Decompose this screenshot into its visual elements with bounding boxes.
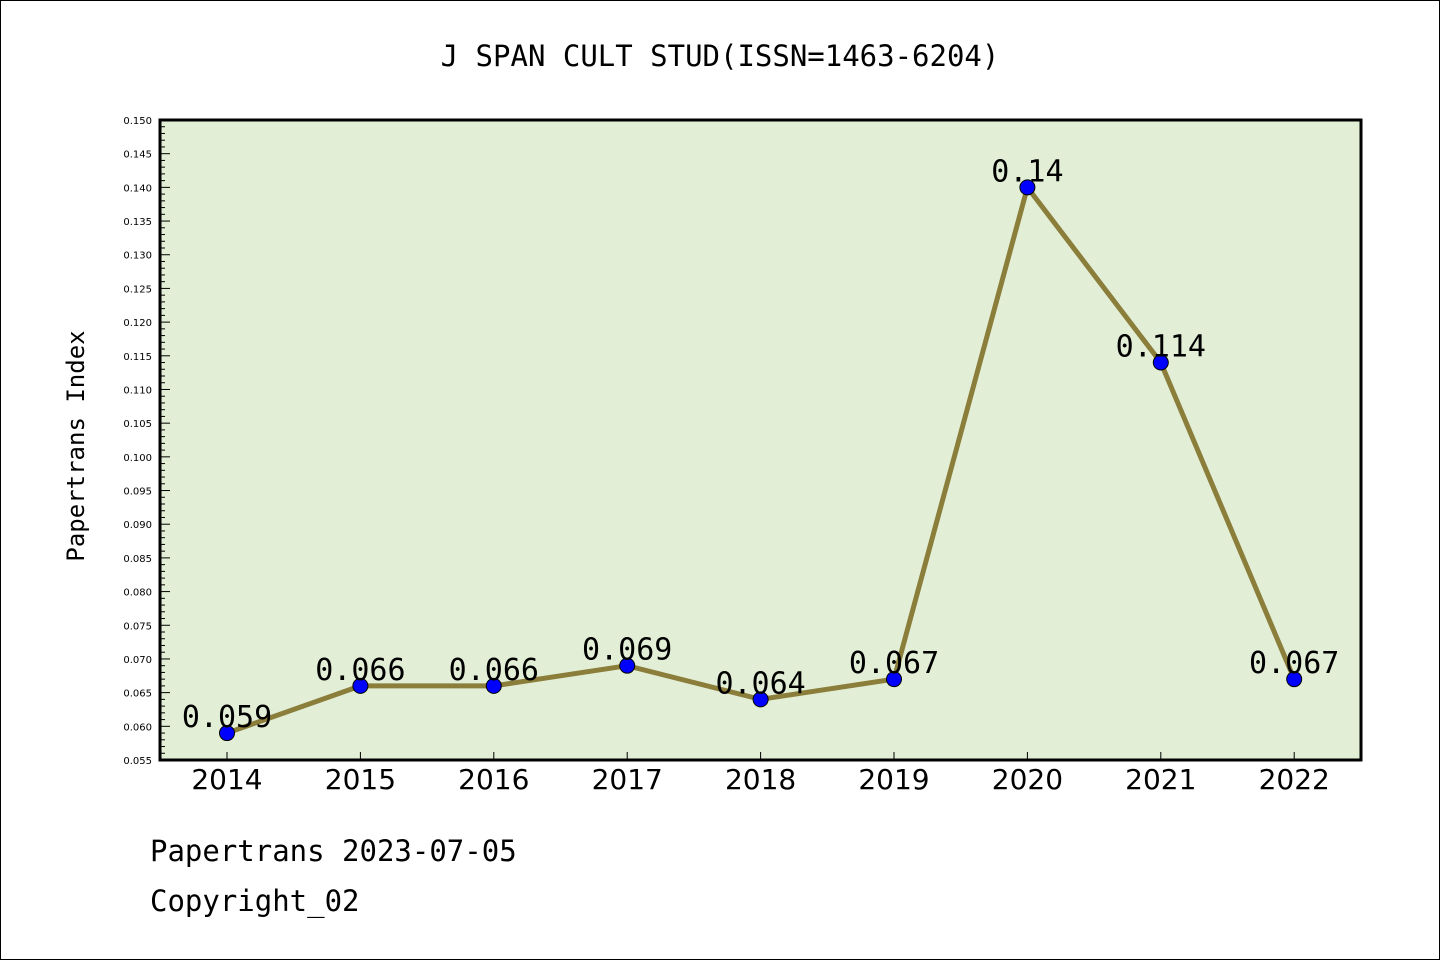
- data-point: [219, 725, 235, 742]
- data-point: [886, 671, 902, 688]
- data-label: 0.067: [849, 646, 939, 681]
- y-axis-label: Papertrans Index: [62, 330, 90, 561]
- data-label: 0.067: [1249, 646, 1339, 681]
- data-point: [752, 691, 769, 708]
- data-label: 0.064: [715, 666, 805, 701]
- x-tick-label: 2019: [858, 763, 929, 796]
- y-tick-label: 0.055: [123, 756, 152, 767]
- data-point: [619, 657, 636, 674]
- data-point: [352, 677, 369, 694]
- x-tick-label: 2018: [725, 763, 796, 796]
- chart-title: J SPAN CULT STUD(ISSN=1463-6204): [441, 39, 1000, 73]
- y-tick-label: 0.080: [123, 588, 152, 599]
- y-tick-label: 0.120: [123, 318, 152, 329]
- y-tick-label: 0.125: [123, 284, 152, 295]
- y-tick-label: 0.085: [123, 554, 152, 565]
- x-tick-label: 2017: [592, 763, 663, 796]
- footer-date-text: Papertrans 2023-07-05: [150, 834, 517, 868]
- x-tick-label: 2016: [458, 763, 529, 796]
- plot-border: [158, 118, 1363, 762]
- y-tick-label: 0.115: [123, 352, 152, 363]
- data-series: 0.059 0.066 0.066 0.069 0.064 0.067 0.14 0.114 0…: [182, 154, 1339, 742]
- data-label: 0.066: [315, 653, 405, 688]
- x-tick-label: 2020: [992, 763, 1063, 796]
- y-tick-label: 0.095: [123, 487, 152, 498]
- y-tick-label: 0.150: [123, 116, 152, 127]
- x-axis: 2014 2015 2016 2017 2018 2019 2020 2021 2022: [191, 752, 1330, 796]
- data-label: 0.069: [582, 633, 672, 668]
- y-tick-label: 0.130: [123, 251, 152, 262]
- y-axis: 0.055 0.060 0.065 0.070 0.075 0.080 0.085 0.090…: [123, 116, 170, 767]
- data-point: [1019, 179, 1036, 196]
- data-point: [485, 677, 502, 694]
- y-tick-label: 0.110: [123, 385, 152, 396]
- x-tick-label: 2015: [325, 763, 396, 796]
- y-tick-label: 0.105: [123, 419, 152, 430]
- plot-area: [160, 120, 1361, 760]
- y-tick-label: 0.060: [123, 722, 152, 733]
- y-tick-label: 0.100: [123, 453, 152, 464]
- x-tick-label: 2014: [191, 763, 262, 796]
- data-label: 0.114: [1116, 330, 1206, 365]
- y-tick-label: 0.140: [123, 183, 152, 194]
- y-tick-label: 0.070: [123, 655, 152, 666]
- data-label: 0.066: [449, 653, 539, 688]
- y-tick-label: 0.145: [123, 150, 152, 161]
- y-tick-label: 0.075: [123, 621, 152, 632]
- data-point: [1152, 354, 1169, 371]
- y-tick-label: 0.090: [123, 520, 152, 531]
- footer-copyright-text: Copyright_02: [150, 884, 360, 918]
- y-tick-label: 0.135: [123, 217, 152, 228]
- y-tick-label: 0.065: [123, 689, 152, 700]
- x-tick-label: 2021: [1125, 763, 1196, 796]
- data-label: 0.059: [182, 700, 272, 735]
- x-tick-label: 2022: [1259, 763, 1330, 796]
- data-point: [1286, 671, 1303, 688]
- data-label: 0.14: [991, 154, 1063, 189]
